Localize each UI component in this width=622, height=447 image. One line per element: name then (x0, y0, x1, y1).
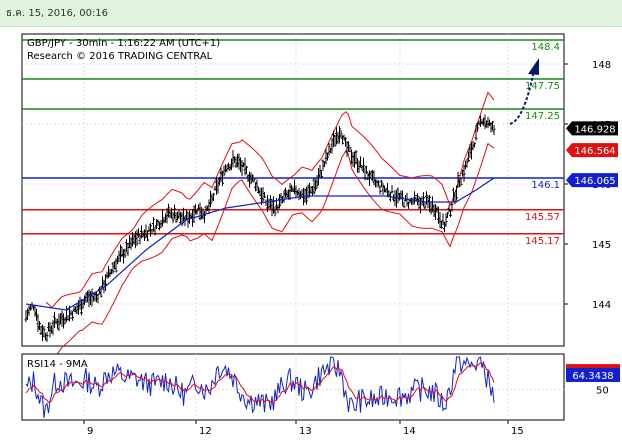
x-tick-label: 9 (87, 426, 93, 437)
forecast-arrowhead (528, 58, 539, 75)
forecast-path (509, 69, 535, 125)
timestamp-bar: ธ.ค. 15, 2016, 00:16 (0, 0, 622, 27)
price-tag-label: 146.564 (574, 146, 615, 157)
price-tag-bg (566, 143, 618, 158)
moving-average (25, 177, 495, 311)
rsi-line (25, 356, 495, 419)
time-axis: 9 12 13 14 15 (83, 420, 524, 437)
band-lower (45, 142, 495, 362)
rsi-tick-label: 50 (596, 386, 609, 397)
rsi-title: RSI14 - 9MA (27, 359, 88, 370)
ma-line (25, 177, 495, 311)
level-label: 148.4 (531, 42, 560, 53)
price-tag-label: 146.928 (574, 124, 615, 135)
y-tick-label: 145 (592, 240, 611, 251)
x-tick-label: 12 (199, 426, 212, 437)
rsi-tag-bg (566, 367, 620, 382)
rsi-tags: 68.169664.3438 (566, 364, 620, 382)
band-upper (45, 91, 495, 309)
level-label: 147.25 (525, 111, 560, 122)
forecast-arrow (509, 58, 539, 125)
timestamp-text: ธ.ค. 15, 2016, 00:16 (6, 8, 109, 19)
price-tag-bg (566, 173, 618, 188)
level-label: 147.75 (525, 81, 560, 92)
y-tick-label: 144 (592, 300, 611, 311)
rsi-tag-label: 64.3438 (572, 371, 613, 382)
level-label: 145.17 (525, 236, 560, 247)
rsi-grid (22, 354, 564, 420)
price-tag-bg (566, 121, 618, 136)
chart-svg: 148.4 147.75 147.25 146.1 145.57 145.17 GBP/J… (21, 33, 620, 437)
chart-subtitle: Research © 2016 TRADING CENTRAL (27, 51, 213, 62)
rsi-axis: 50 (596, 386, 609, 397)
x-tick-label: 13 (299, 426, 312, 437)
level-label: 145.57 (525, 212, 560, 223)
rsi-ma-line (25, 362, 495, 404)
bollinger-band (45, 91, 495, 362)
x-tick-label: 14 (403, 426, 416, 437)
y-tick-label: 148 (592, 60, 611, 71)
price-tag-label: 146.065 (574, 176, 615, 187)
chart-title: GBP/JPY - 30min - 1:16:22 AM (UTC+1) (27, 38, 220, 49)
x-tick-label: 15 (511, 426, 524, 437)
support-resistance-levels: 148.4 147.75 147.25 146.1 145.57 145.17 (22, 39, 564, 247)
main-grid (22, 34, 564, 346)
price-tags: 146.928 146.564 146.065 (566, 121, 618, 188)
rsi-lines (25, 356, 495, 419)
level-label: 146.1 (531, 180, 560, 191)
